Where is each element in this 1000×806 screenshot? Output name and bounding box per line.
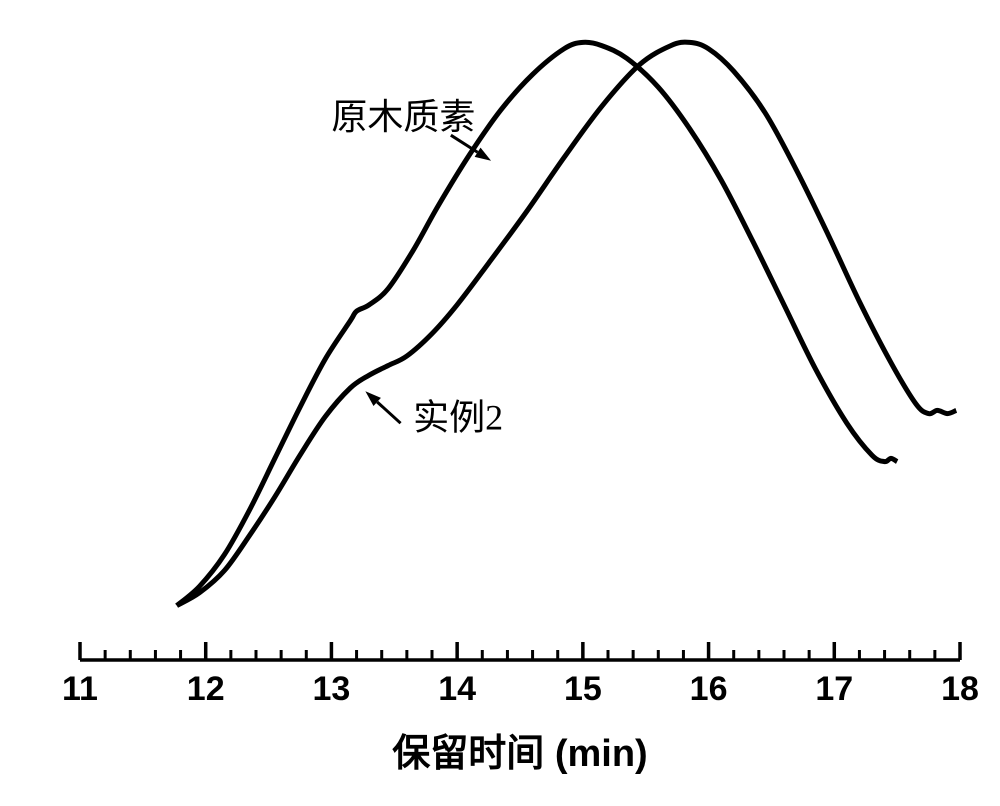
x-tick-label: 15 — [564, 670, 602, 708]
annotation-label: 原木质素 — [331, 97, 475, 137]
x-tick-label: 13 — [313, 670, 351, 708]
x-axis-title: 保留时间 (min) — [392, 733, 647, 775]
x-tick-label: 17 — [815, 670, 853, 708]
chart-svg: 11 12 13 14 15 16 17 18 保留时间 (min) 原木质素实例2 — [0, 0, 1000, 806]
chart-container: 11 12 13 14 15 16 17 18 保留时间 (min) 原木质素实例2 — [0, 0, 1000, 806]
x-tick-label: 14 — [438, 670, 476, 708]
x-tick-label: 11 — [62, 670, 98, 708]
x-tick-label: 12 — [187, 670, 225, 708]
x-tick-label: 18 — [941, 670, 979, 708]
annotation-label: 实例2 — [413, 398, 503, 438]
x-tick-label: 16 — [690, 670, 728, 708]
